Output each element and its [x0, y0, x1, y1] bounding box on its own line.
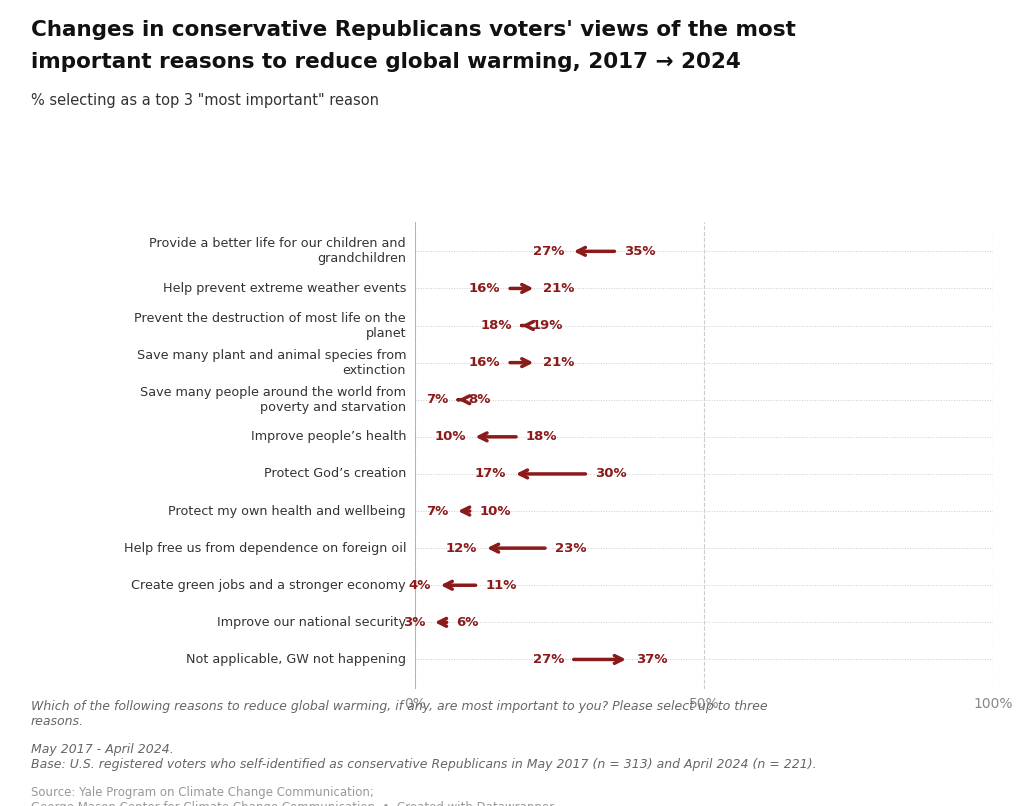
- Text: 8%: 8%: [468, 393, 490, 406]
- Text: Provide a better life for our children and
grandchildren: Provide a better life for our children a…: [150, 237, 407, 265]
- Text: 10%: 10%: [479, 505, 511, 517]
- Text: Protect my own health and wellbeing: Protect my own health and wellbeing: [168, 505, 407, 517]
- Text: 35%: 35%: [625, 245, 655, 258]
- Text: 18%: 18%: [525, 430, 557, 443]
- Text: 10%: 10%: [434, 430, 466, 443]
- Text: Save many people around the world from
poverty and starvation: Save many people around the world from p…: [140, 386, 407, 413]
- Text: 4%: 4%: [409, 579, 431, 592]
- Text: Which of the following reasons to reduce global warming, if any, are most import: Which of the following reasons to reduce…: [31, 700, 767, 728]
- Text: 23%: 23%: [555, 542, 586, 555]
- Text: Create green jobs and a stronger economy: Create green jobs and a stronger economy: [131, 579, 407, 592]
- Text: 21%: 21%: [543, 282, 574, 295]
- Text: 37%: 37%: [636, 653, 668, 666]
- Text: Prevent the destruction of most life on the
planet: Prevent the destruction of most life on …: [134, 312, 407, 339]
- Text: Help prevent extreme weather events: Help prevent extreme weather events: [163, 282, 407, 295]
- Text: 3%: 3%: [402, 616, 425, 629]
- Text: Changes in conservative Republicans voters' views of the most: Changes in conservative Republicans vote…: [31, 20, 796, 40]
- Text: Protect God’s creation: Protect God’s creation: [263, 467, 407, 480]
- Text: 16%: 16%: [469, 282, 501, 295]
- Text: 16%: 16%: [469, 356, 501, 369]
- Text: Improve people’s health: Improve people’s health: [251, 430, 407, 443]
- Text: Source: Yale Program on Climate Change Communication;
George Mason Center for Cl: Source: Yale Program on Climate Change C…: [31, 786, 554, 806]
- Text: Save many plant and animal species from
extinction: Save many plant and animal species from …: [136, 349, 407, 376]
- Text: 11%: 11%: [485, 579, 517, 592]
- Text: 6%: 6%: [457, 616, 479, 629]
- Text: % selecting as a top 3 "most important" reason: % selecting as a top 3 "most important" …: [31, 93, 379, 108]
- Text: Help free us from dependence on foreign oil: Help free us from dependence on foreign …: [124, 542, 407, 555]
- Text: 19%: 19%: [531, 319, 563, 332]
- Text: 17%: 17%: [475, 467, 506, 480]
- Text: Not applicable, GW not happening: Not applicable, GW not happening: [186, 653, 407, 666]
- Text: May 2017 - April 2024.
Base: U.S. registered voters who self-identified as conse: May 2017 - April 2024. Base: U.S. regist…: [31, 743, 816, 771]
- Text: 18%: 18%: [480, 319, 512, 332]
- Text: 27%: 27%: [532, 653, 564, 666]
- Text: 30%: 30%: [595, 467, 627, 480]
- Text: Improve our national security: Improve our national security: [217, 616, 407, 629]
- Text: 12%: 12%: [445, 542, 477, 555]
- Text: 21%: 21%: [543, 356, 574, 369]
- Text: 27%: 27%: [532, 245, 564, 258]
- Text: 7%: 7%: [426, 393, 449, 406]
- Text: 7%: 7%: [426, 505, 449, 517]
- Text: important reasons to reduce global warming, 2017 → 2024: important reasons to reduce global warmi…: [31, 52, 740, 73]
